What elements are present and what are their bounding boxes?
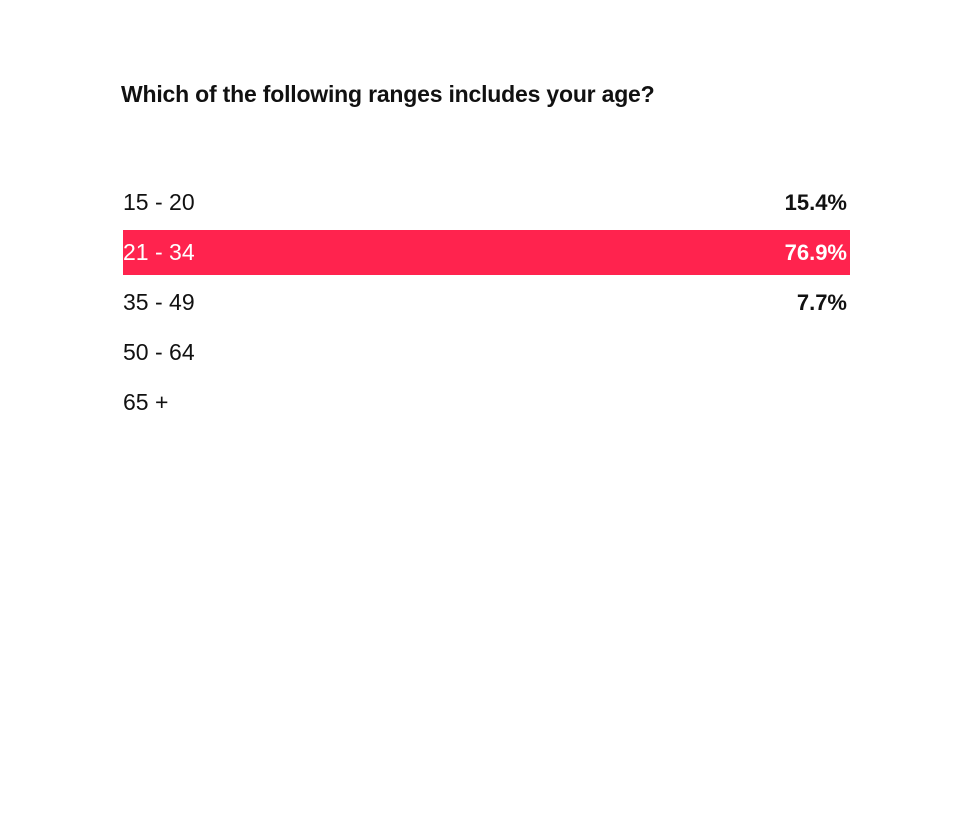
poll-question: Which of the following ranges includes y…: [121, 81, 655, 107]
selected-bar: [123, 230, 850, 275]
option-percent: 15.4%: [784, 190, 847, 215]
poll-option-35-49[interactable]: 35 - 49 7.7%: [123, 280, 850, 325]
poll-option-15-20[interactable]: 15 - 20 15.4%: [123, 180, 850, 225]
option-label: 50 - 64: [123, 339, 195, 365]
option-label: 21 - 34: [123, 239, 195, 265]
poll-option-21-34[interactable]: 21 - 34 76.9%: [123, 230, 850, 275]
poll-option-65-plus[interactable]: 65 +: [123, 380, 850, 425]
poll-option-50-64[interactable]: 50 - 64: [123, 330, 850, 375]
option-label: 15 - 20: [123, 189, 195, 215]
option-percent: 7.7%: [796, 290, 847, 315]
poll-options-list: 15 - 20 15.4% 21 - 34 76.9% 35 - 49 7.7%…: [123, 180, 850, 430]
option-label: 65 +: [123, 389, 169, 415]
poll-card: Which of the following ranges includes y…: [121, 78, 850, 415]
option-percent: 76.9%: [784, 240, 847, 265]
option-label: 35 - 49: [123, 289, 195, 315]
